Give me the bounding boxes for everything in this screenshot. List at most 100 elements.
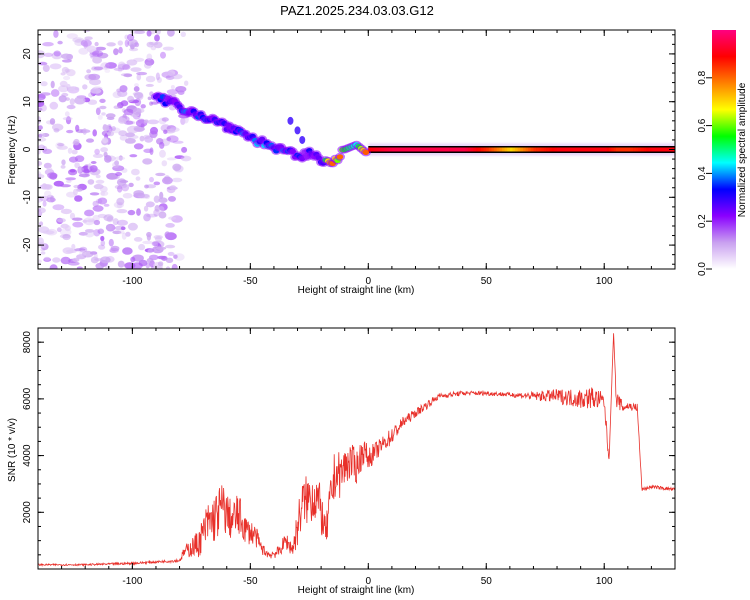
noise-blob bbox=[143, 119, 149, 123]
ridge-point bbox=[559, 147, 563, 152]
noise-blob bbox=[49, 264, 58, 269]
noise-blob bbox=[71, 149, 78, 155]
noise-blob bbox=[138, 243, 146, 251]
colorbar-tick-label: 0.4 bbox=[697, 166, 708, 180]
snr-x-label: Height of straight line (km) bbox=[298, 585, 415, 596]
noise-blob bbox=[157, 261, 164, 267]
ridge-point bbox=[611, 147, 615, 152]
noise-blob bbox=[38, 173, 45, 179]
ridge-point bbox=[454, 147, 458, 152]
ridge-point bbox=[648, 147, 652, 152]
noise-blob bbox=[71, 243, 76, 250]
ridge-point bbox=[491, 147, 495, 152]
noise-blob bbox=[95, 46, 106, 51]
noise-blob bbox=[133, 57, 145, 62]
noise-blob bbox=[94, 41, 99, 47]
noise-blob bbox=[149, 147, 154, 155]
noise-blob bbox=[172, 140, 184, 144]
noise-blob bbox=[146, 30, 152, 37]
noise-blob bbox=[112, 165, 125, 172]
ridge-point bbox=[384, 147, 387, 152]
ridge-point bbox=[604, 147, 608, 152]
noise-blob bbox=[73, 188, 78, 196]
ridge-point bbox=[659, 147, 663, 152]
noise-blob bbox=[59, 228, 72, 237]
ridge-point bbox=[436, 147, 440, 152]
noise-blob bbox=[124, 138, 136, 144]
noise-blob bbox=[168, 216, 177, 220]
noise-blob bbox=[119, 85, 128, 93]
noise-blob bbox=[147, 96, 152, 101]
noise-blob bbox=[60, 256, 71, 265]
noise-blob bbox=[119, 135, 128, 141]
noise-blob bbox=[99, 98, 106, 103]
ridge-point bbox=[465, 147, 469, 152]
noise-blob bbox=[139, 135, 145, 142]
ridge-point bbox=[640, 147, 644, 152]
noise-blob bbox=[53, 180, 64, 187]
noise-blob bbox=[166, 157, 177, 161]
noise-blob bbox=[132, 92, 139, 96]
noise-blob bbox=[127, 134, 139, 140]
ridge-point bbox=[431, 147, 435, 152]
noise-blob bbox=[92, 129, 97, 137]
noise-blob bbox=[120, 100, 129, 107]
ridge-point bbox=[578, 147, 581, 152]
noise-blob bbox=[56, 227, 62, 233]
ridge-point bbox=[391, 147, 395, 152]
noise-blob bbox=[155, 30, 161, 35]
noise-blob bbox=[62, 117, 73, 121]
noise-blob bbox=[92, 153, 104, 158]
noise-blob bbox=[89, 165, 98, 173]
noise-blob bbox=[65, 97, 70, 101]
noise-blob bbox=[38, 137, 47, 142]
noise-blob bbox=[154, 34, 160, 42]
noise-blob bbox=[105, 113, 116, 119]
noise-blob bbox=[119, 180, 129, 183]
noise-blob bbox=[97, 197, 108, 205]
noise-blob bbox=[40, 92, 51, 96]
noise-blob bbox=[143, 213, 151, 222]
noise-blob bbox=[155, 72, 160, 81]
ridge-point bbox=[378, 147, 382, 152]
noise-blob bbox=[157, 255, 166, 260]
noise-blob bbox=[162, 46, 174, 51]
y-tick-label: -10 bbox=[22, 190, 33, 205]
noise-blob bbox=[97, 228, 105, 235]
noise-blob bbox=[156, 77, 162, 83]
ridge-point bbox=[509, 147, 513, 152]
ridge-point bbox=[389, 147, 393, 152]
ridge-point bbox=[546, 147, 550, 152]
ridge-point bbox=[407, 147, 411, 152]
ridge-point bbox=[633, 147, 637, 152]
noise-blob bbox=[73, 138, 80, 146]
noise-blob bbox=[44, 190, 52, 198]
noise-blob bbox=[92, 50, 104, 57]
figure-title: PAZ1.2025.234.03.03.G12 bbox=[280, 3, 434, 18]
ridge-point bbox=[606, 147, 610, 152]
noise-blob bbox=[95, 107, 101, 116]
noise-blob bbox=[101, 112, 106, 116]
noise-blob bbox=[88, 92, 94, 98]
noise-blob bbox=[82, 219, 88, 223]
ridge-point bbox=[533, 147, 537, 152]
noise-blob bbox=[130, 44, 135, 50]
noise-blob bbox=[146, 258, 154, 263]
ridge-point bbox=[481, 147, 484, 152]
ridge-point bbox=[381, 147, 385, 152]
noise-blob bbox=[56, 145, 68, 150]
ridge-point bbox=[525, 147, 529, 152]
noise-blob bbox=[112, 218, 119, 226]
x-tick-label: 50 bbox=[481, 576, 493, 587]
noise-blob bbox=[100, 256, 111, 264]
noise-blob bbox=[149, 41, 159, 46]
ridge-point bbox=[439, 147, 443, 152]
noise-blob bbox=[136, 73, 142, 81]
ridge-point bbox=[593, 147, 597, 152]
noise-blob bbox=[93, 66, 104, 71]
ridge-point bbox=[608, 147, 612, 152]
noise-blob bbox=[126, 125, 139, 134]
spectrogram-x-label: Height of straight line (km) bbox=[298, 285, 415, 296]
noise-blob bbox=[64, 68, 71, 73]
noise-blob bbox=[117, 260, 125, 268]
